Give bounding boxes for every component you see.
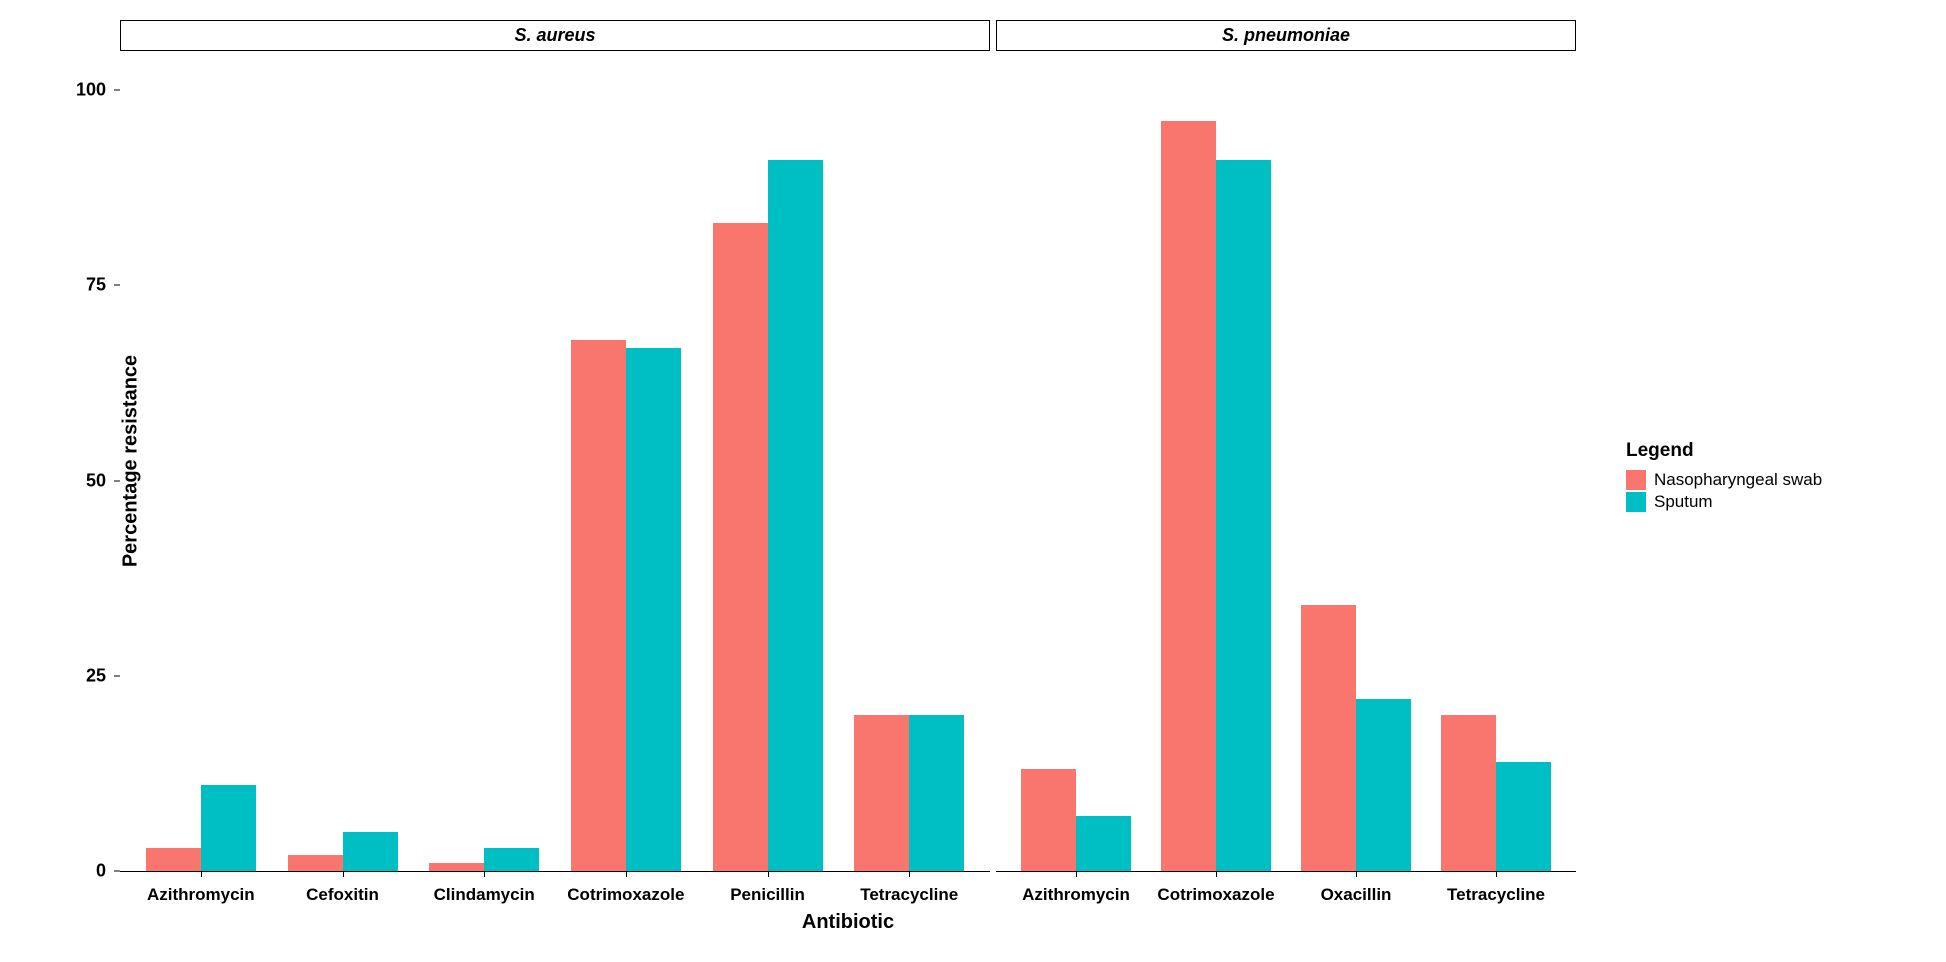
y-tick-label: 75 [86,275,114,296]
bar-naso [146,848,201,871]
bar-sputum [1216,160,1271,871]
bar-group [1286,51,1426,871]
x-label: Tetracycline [838,877,980,905]
x-label: Clindamycin [413,877,555,905]
bar-sputum [1076,816,1131,871]
bar-naso [571,340,626,871]
x-label: Azithromycin [1006,877,1146,905]
bar-naso [1441,715,1496,871]
bar-sputum [909,715,964,871]
plot-area: 0255075100Percentage resistance [120,51,990,871]
bar-group [130,51,272,871]
x-label: Azithromycin [130,877,272,905]
bar-group [697,51,839,871]
y-tick-label: 25 [86,665,114,686]
panel-header: S. aureus [120,20,990,51]
bar-sputum [484,848,539,871]
legend-item: Sputum [1626,492,1822,512]
x-labels: AzithromycinCefoxitinClindamycinCotrimox… [120,877,990,905]
y-tick-label: 0 [96,861,114,882]
bar-naso [1161,121,1216,871]
panel-header: S. pneumoniae [996,20,1576,51]
panel-0: S. aureus0255075100Percentage resistance… [120,20,990,905]
bar-group [838,51,980,871]
chart-container: S. aureus0255075100Percentage resistance… [20,20,1926,934]
bar-naso [1301,605,1356,871]
x-label: Penicillin [697,877,839,905]
legend-label: Sputum [1654,492,1713,512]
bars-container [120,51,990,871]
x-label: Cotrimoxazole [555,877,697,905]
bar-naso [713,223,768,871]
y-tick: 0 [96,861,120,882]
legend-label: Nasopharyngeal swab [1654,470,1822,490]
x-label: Cefoxitin [272,877,414,905]
y-tick-label: 100 [76,80,114,101]
y-tick-label: 50 [86,470,114,491]
bar-group [555,51,697,871]
bar-naso [429,863,484,871]
panel-1: S. pneumoniae AzithromycinCotrimoxazoleOx… [996,20,1576,905]
plot-area [996,51,1576,871]
y-tick: 50 [86,470,120,491]
bars-container [996,51,1576,871]
bar-naso [1021,769,1076,871]
bar-group [1426,51,1566,871]
bar-naso [854,715,909,871]
y-tick: 75 [86,275,120,296]
chart-main: S. aureus0255075100Percentage resistance… [20,20,1576,934]
legend-items: Nasopharyngeal swabSputum [1626,470,1822,512]
x-labels: AzithromycinCotrimoxazoleOxacillinTetrac… [996,877,1576,905]
x-axis-title: Antibiotic [120,911,1576,934]
legend-item: Nasopharyngeal swab [1626,470,1822,490]
y-tick: 100 [76,80,120,101]
bar-naso [288,855,343,871]
x-label: Oxacillin [1286,877,1426,905]
y-tick: 25 [86,665,120,686]
bar-sputum [201,785,256,871]
legend-swatch [1626,492,1646,512]
bar-sputum [1356,699,1411,871]
legend: Legend Nasopharyngeal swabSputum [1606,440,1822,514]
legend-title: Legend [1626,440,1822,462]
bar-group [272,51,414,871]
bar-group [1006,51,1146,871]
x-label: Tetracycline [1426,877,1566,905]
bar-group [413,51,555,871]
y-axis: 0255075100 [70,51,120,871]
bar-sputum [626,348,681,871]
bar-group [1146,51,1286,871]
bar-sputum [768,160,823,871]
panels-row: S. aureus0255075100Percentage resistance… [120,20,1576,905]
legend-swatch [1626,470,1646,490]
bar-sputum [343,832,398,871]
bar-sputum [1496,762,1551,871]
x-label: Cotrimoxazole [1146,877,1286,905]
